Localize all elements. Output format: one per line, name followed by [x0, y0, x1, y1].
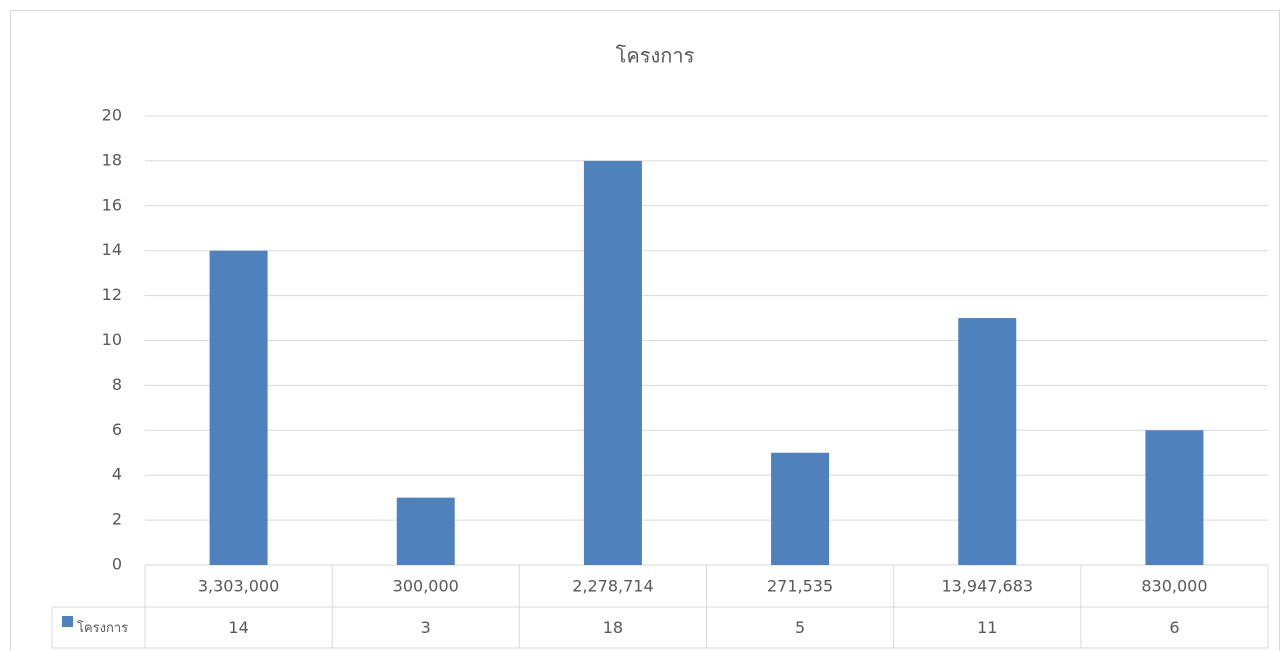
bar	[958, 318, 1017, 565]
x-tick-label: 271,535	[767, 577, 833, 596]
y-tick-label: 14	[102, 240, 122, 259]
y-tick-label: 6	[112, 420, 122, 439]
bar	[771, 452, 830, 565]
legend-label: โครงการ	[77, 620, 128, 636]
y-tick-label: 20	[102, 106, 122, 125]
table-value: 5	[795, 618, 805, 637]
x-tick-label: 300,000	[393, 577, 459, 596]
y-tick-label: 10	[102, 330, 122, 349]
bar	[396, 497, 455, 565]
legend-swatch	[62, 616, 73, 627]
table-value: 14	[228, 618, 248, 637]
x-tick-label: 830,000	[1141, 577, 1207, 596]
y-tick-label: 12	[102, 285, 122, 304]
x-tick-label: 2,278,714	[572, 577, 653, 596]
y-tick-label: 0	[112, 555, 122, 574]
bar	[209, 250, 268, 565]
table-value: 6	[1169, 618, 1179, 637]
bar	[583, 160, 642, 565]
chart-frame	[10, 10, 1280, 651]
y-tick-label: 4	[112, 465, 122, 484]
bar	[1145, 430, 1204, 565]
y-tick-label: 2	[112, 510, 122, 529]
y-tick-label: 16	[102, 195, 122, 214]
y-tick-label: 18	[102, 150, 122, 169]
table-value: 3	[421, 618, 431, 637]
chart-title: โครงการ	[616, 44, 695, 68]
x-tick-label: 13,947,683	[941, 577, 1033, 596]
table-value: 11	[977, 618, 997, 637]
x-tick-label: 3,303,000	[198, 577, 279, 596]
table-value: 18	[603, 618, 623, 637]
y-tick-label: 8	[112, 375, 122, 394]
